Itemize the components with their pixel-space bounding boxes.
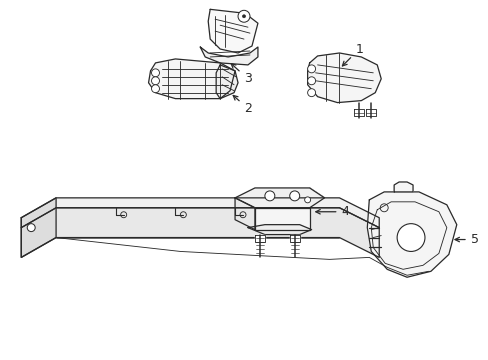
Text: 3: 3 [231,64,251,85]
Polygon shape [307,53,381,103]
Circle shape [238,10,249,22]
Polygon shape [208,9,257,53]
Text: 5: 5 [454,233,478,246]
Polygon shape [366,192,456,277]
Circle shape [307,89,315,96]
Polygon shape [21,198,56,257]
Polygon shape [254,235,264,242]
Text: 2: 2 [233,95,251,115]
Circle shape [307,77,315,85]
Polygon shape [200,47,257,65]
Circle shape [396,224,424,251]
Circle shape [307,65,315,73]
Polygon shape [247,225,311,235]
Text: 1: 1 [342,42,363,66]
Polygon shape [235,188,324,208]
Polygon shape [216,65,238,99]
Circle shape [264,191,274,201]
Circle shape [151,85,159,93]
Circle shape [151,69,159,77]
Polygon shape [366,109,375,117]
Circle shape [151,77,159,85]
Polygon shape [21,198,379,228]
Polygon shape [21,208,379,257]
Circle shape [289,191,299,201]
Circle shape [27,224,35,231]
Polygon shape [393,182,412,192]
Polygon shape [289,235,299,242]
Circle shape [304,197,310,203]
Text: 4: 4 [315,205,348,218]
Polygon shape [148,59,235,99]
Circle shape [242,15,245,18]
Polygon shape [354,109,364,117]
Polygon shape [235,198,254,230]
Polygon shape [254,208,309,230]
